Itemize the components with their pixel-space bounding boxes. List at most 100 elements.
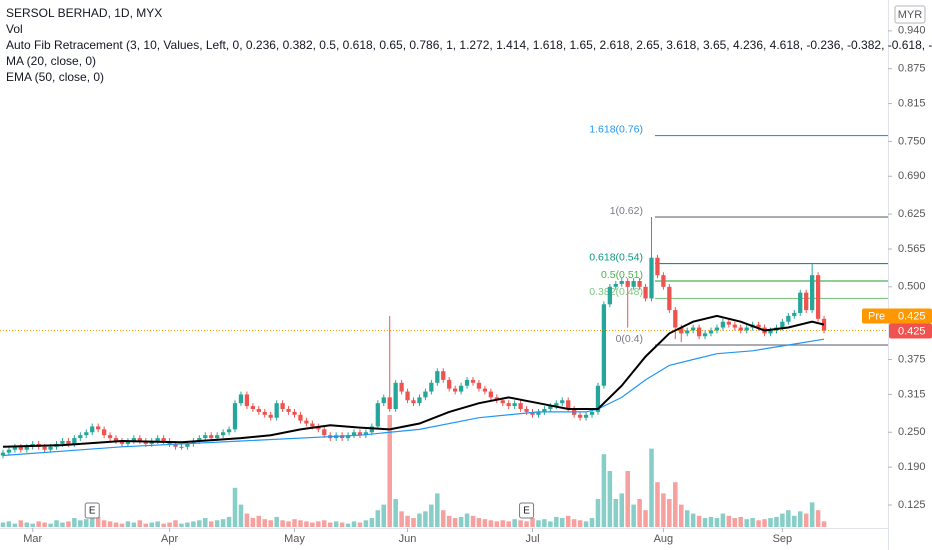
volume-bar <box>351 521 357 527</box>
volume-bar <box>375 510 381 527</box>
volume-bar <box>500 520 506 527</box>
candle-body <box>691 327 696 331</box>
volume-bar <box>821 521 827 527</box>
candle-body <box>583 414 589 418</box>
volume-bar <box>131 522 137 527</box>
volume-bar <box>631 504 636 527</box>
volume-bar <box>548 521 553 527</box>
candle-body <box>24 446 29 450</box>
volume-bar <box>316 521 321 527</box>
volume-bar <box>208 521 214 527</box>
fib-label: 0(0.4) <box>616 333 643 345</box>
earnings-box <box>84 502 100 519</box>
candle-body <box>6 449 12 453</box>
candle-body <box>625 280 630 287</box>
candle-body <box>500 400 505 404</box>
volume-bar <box>197 520 202 527</box>
volume-bar <box>625 471 630 527</box>
x-tick-label: Jun <box>399 533 417 545</box>
y-tick-label: 0.565 <box>898 243 926 255</box>
candle-body <box>464 379 470 386</box>
volume-bar <box>333 521 339 527</box>
plot: E E 1.618(0.76) 1(0.62) 0.618(0.54) 0.5(0.51)… <box>0 123 888 527</box>
candle-body <box>119 440 125 444</box>
volume-bar <box>750 518 755 527</box>
volume-bar <box>744 519 749 527</box>
candle-body <box>673 310 678 328</box>
candle-body <box>351 432 357 436</box>
volume-bar <box>18 520 24 527</box>
currency-box[interactable] <box>894 5 926 24</box>
candle-body <box>792 312 797 316</box>
legend-ema: EMA (50, close, 0) <box>6 70 104 84</box>
volume-bar <box>738 516 744 527</box>
volume-bar <box>322 520 327 527</box>
candle-body <box>203 435 208 439</box>
volume-bar <box>476 518 482 527</box>
candle-body <box>357 432 363 436</box>
candle-body <box>708 330 714 334</box>
volume-bar <box>536 520 541 527</box>
legend-vol: Vol <box>6 22 23 36</box>
volume-bar <box>554 516 559 527</box>
candle-body <box>809 275 815 311</box>
volume-bar <box>327 522 333 527</box>
candle-body <box>732 324 737 328</box>
volume-bar <box>714 518 720 527</box>
volume-bar <box>809 502 815 527</box>
candle-body <box>548 406 553 409</box>
volume-bar <box>262 519 268 527</box>
x-tick-label: Apr <box>161 533 178 545</box>
volume-bar <box>30 523 35 527</box>
candle-body <box>649 257 654 299</box>
volume-bar <box>66 521 71 527</box>
candle-body <box>197 438 202 441</box>
candle-body <box>637 280 642 287</box>
candle-body <box>310 423 315 427</box>
y-tick-label: 0.625 <box>898 208 926 220</box>
candle-body <box>131 438 137 441</box>
volume-bar <box>803 513 809 527</box>
volume-bar <box>286 521 291 527</box>
volume-bar <box>720 513 726 527</box>
candle-body <box>821 318 827 331</box>
volume-bar <box>601 454 607 527</box>
candle-body <box>786 315 791 322</box>
volume-bar <box>220 519 226 527</box>
volume-bar <box>643 510 648 527</box>
candle-body <box>322 429 327 436</box>
candle-body <box>268 414 273 418</box>
candle-body <box>631 280 636 287</box>
candle-body <box>101 429 107 436</box>
candle-body <box>298 414 303 421</box>
volume-bar <box>423 511 428 527</box>
candle-body <box>560 400 565 404</box>
volume-bar <box>60 522 65 527</box>
candle-body <box>96 426 101 430</box>
volume-bar <box>101 520 107 527</box>
volume-bar <box>780 513 785 527</box>
ma-line <box>2 314 825 448</box>
fib-label: 0.5(0.51) <box>601 269 643 281</box>
earnings-label: E <box>89 506 96 517</box>
volume-bar <box>203 518 208 527</box>
candle-body <box>720 321 726 328</box>
pre-market-price: 0.425 <box>898 310 926 322</box>
volume-bar <box>613 499 619 527</box>
volume-bar <box>292 519 297 527</box>
candle-body <box>42 446 47 450</box>
candle-body <box>685 330 690 334</box>
candle-body <box>470 379 476 383</box>
candle-body <box>577 414 583 418</box>
currency[interactable]: MYR <box>898 9 923 21</box>
candle-body <box>667 286 672 311</box>
candle-body <box>542 408 547 412</box>
candle-body <box>137 438 142 441</box>
volume-bar <box>542 519 547 527</box>
last-price: 0.425 <box>898 325 926 337</box>
volume-bar <box>161 523 166 527</box>
candle-body <box>60 440 65 444</box>
volume-bar <box>381 504 387 527</box>
volume-bar <box>726 515 732 527</box>
